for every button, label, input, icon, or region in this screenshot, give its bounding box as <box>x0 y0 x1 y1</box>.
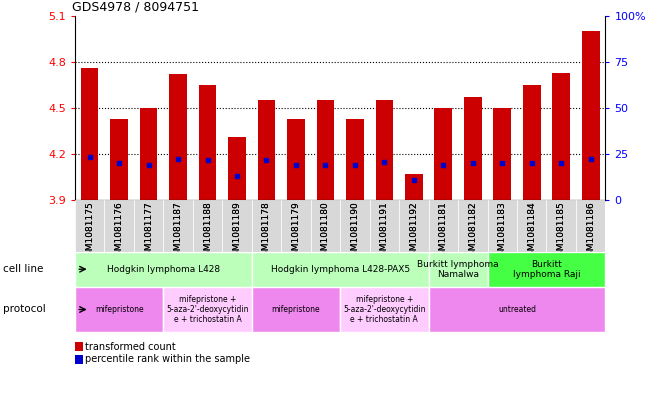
Bar <box>81 68 98 200</box>
Text: Hodgkin lymphoma L428-PAX5: Hodgkin lymphoma L428-PAX5 <box>271 265 409 274</box>
Bar <box>311 200 340 252</box>
Text: GSM1081187: GSM1081187 <box>174 202 182 262</box>
Bar <box>163 287 252 332</box>
Text: mifepristone +
5-aza-2'-deoxycytidin
e + trichostatin A: mifepristone + 5-aza-2'-deoxycytidin e +… <box>166 295 249 324</box>
Text: GSM1081180: GSM1081180 <box>321 202 330 262</box>
Bar <box>199 85 216 200</box>
Text: GSM1081192: GSM1081192 <box>409 202 419 262</box>
Bar <box>281 200 311 252</box>
Text: cell line: cell line <box>3 264 44 274</box>
Bar <box>252 252 428 287</box>
Bar <box>110 119 128 200</box>
Text: GSM1081181: GSM1081181 <box>439 202 448 262</box>
Bar <box>434 108 452 200</box>
Bar <box>340 287 428 332</box>
Bar <box>576 200 605 252</box>
Bar <box>488 200 517 252</box>
Text: mifepristone: mifepristone <box>95 305 143 314</box>
Text: Burkitt
lymphoma Raji: Burkitt lymphoma Raji <box>513 259 580 279</box>
Text: GSM1081191: GSM1081191 <box>380 202 389 262</box>
Text: GSM1081191: GSM1081191 <box>380 202 389 262</box>
Bar <box>523 85 540 200</box>
Text: GSM1081186: GSM1081186 <box>586 202 595 262</box>
Text: protocol: protocol <box>3 305 46 314</box>
Text: GSM1081181: GSM1081181 <box>439 202 448 262</box>
Text: GSM1081183: GSM1081183 <box>498 202 506 262</box>
Text: transformed count: transformed count <box>85 342 176 352</box>
Text: GSM1081188: GSM1081188 <box>203 202 212 262</box>
Bar <box>464 97 482 200</box>
Text: GSM1081179: GSM1081179 <box>292 202 300 262</box>
Text: GSM1081182: GSM1081182 <box>468 202 477 262</box>
Bar <box>252 287 340 332</box>
Bar <box>493 108 511 200</box>
Text: GSM1081176: GSM1081176 <box>115 202 124 262</box>
Text: GSM1081182: GSM1081182 <box>468 202 477 262</box>
Bar <box>405 174 422 200</box>
Text: untreated: untreated <box>498 305 536 314</box>
Bar <box>193 200 222 252</box>
Bar <box>346 119 364 200</box>
Text: GSM1081175: GSM1081175 <box>85 202 94 262</box>
Bar <box>75 252 252 287</box>
Text: GSM1081186: GSM1081186 <box>586 202 595 262</box>
Bar <box>582 31 600 200</box>
Bar <box>75 200 104 252</box>
Text: GDS4978 / 8094751: GDS4978 / 8094751 <box>72 0 199 13</box>
Bar <box>228 137 246 200</box>
Text: GSM1081187: GSM1081187 <box>174 202 182 262</box>
Text: GSM1081188: GSM1081188 <box>203 202 212 262</box>
Bar <box>75 287 163 332</box>
Text: GSM1081177: GSM1081177 <box>144 202 153 262</box>
Text: Hodgkin lymphoma L428: Hodgkin lymphoma L428 <box>107 265 220 274</box>
Text: GSM1081185: GSM1081185 <box>557 202 566 262</box>
Text: mifepristone: mifepristone <box>271 305 320 314</box>
Text: GSM1081189: GSM1081189 <box>232 202 242 262</box>
Text: GSM1081190: GSM1081190 <box>350 202 359 262</box>
Text: GSM1081179: GSM1081179 <box>292 202 300 262</box>
Bar <box>163 200 193 252</box>
Bar <box>517 200 546 252</box>
Text: GSM1081189: GSM1081189 <box>232 202 242 262</box>
Bar <box>428 200 458 252</box>
Text: GSM1081184: GSM1081184 <box>527 202 536 262</box>
Bar <box>340 200 370 252</box>
Text: mifepristone +
5-aza-2'-deoxycytidin
e + trichostatin A: mifepristone + 5-aza-2'-deoxycytidin e +… <box>343 295 426 324</box>
Bar <box>546 200 576 252</box>
Text: GSM1081192: GSM1081192 <box>409 202 419 262</box>
Bar <box>428 287 605 332</box>
Text: GSM1081177: GSM1081177 <box>144 202 153 262</box>
Text: GSM1081185: GSM1081185 <box>557 202 566 262</box>
Bar <box>222 200 252 252</box>
Bar <box>376 100 393 200</box>
Text: GSM1081180: GSM1081180 <box>321 202 330 262</box>
Bar <box>169 74 187 200</box>
Text: GSM1081183: GSM1081183 <box>498 202 506 262</box>
Bar <box>552 73 570 200</box>
Text: GSM1081178: GSM1081178 <box>262 202 271 262</box>
Text: GSM1081175: GSM1081175 <box>85 202 94 262</box>
Text: GSM1081190: GSM1081190 <box>350 202 359 262</box>
Bar <box>134 200 163 252</box>
Bar <box>140 108 158 200</box>
Bar <box>316 100 334 200</box>
Bar <box>287 119 305 200</box>
Text: GSM1081184: GSM1081184 <box>527 202 536 262</box>
Bar <box>488 252 605 287</box>
Text: percentile rank within the sample: percentile rank within the sample <box>85 354 250 364</box>
Bar <box>370 200 399 252</box>
Bar <box>258 100 275 200</box>
Bar <box>252 200 281 252</box>
Bar <box>428 252 488 287</box>
Text: GSM1081176: GSM1081176 <box>115 202 124 262</box>
Text: Burkitt lymphoma
Namalwa: Burkitt lymphoma Namalwa <box>417 259 499 279</box>
Bar <box>458 200 488 252</box>
Bar <box>104 200 134 252</box>
Bar <box>399 200 428 252</box>
Text: GSM1081178: GSM1081178 <box>262 202 271 262</box>
